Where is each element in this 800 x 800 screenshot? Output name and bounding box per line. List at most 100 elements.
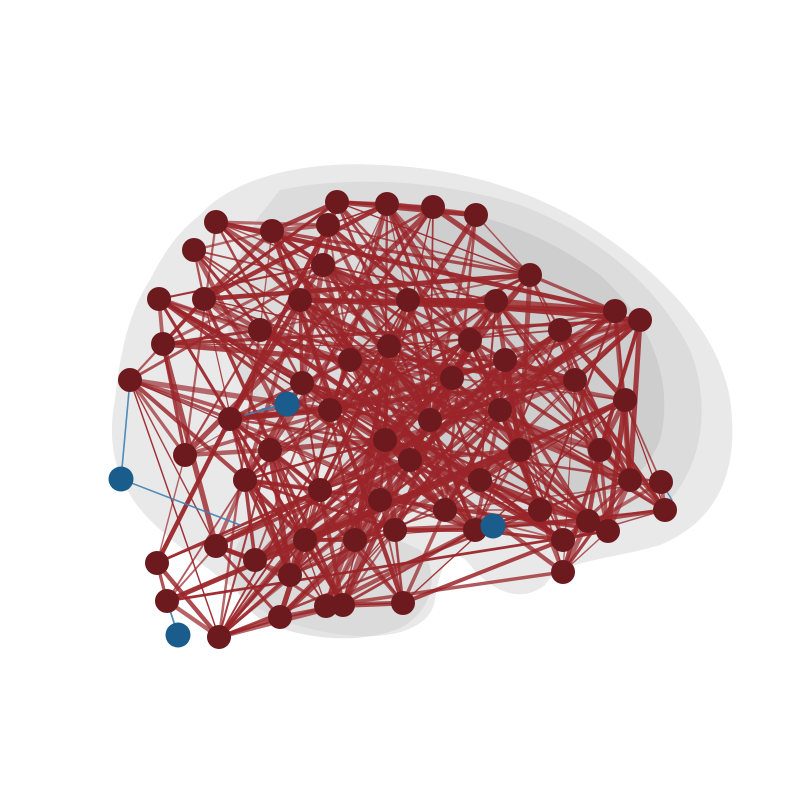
region-node bbox=[588, 438, 612, 462]
sparse-region-node bbox=[108, 466, 134, 492]
connection-edge bbox=[348, 358, 412, 462]
connection-edge bbox=[267, 437, 388, 453]
region-node bbox=[155, 589, 179, 613]
connection-edge bbox=[353, 538, 405, 605]
connection-edge bbox=[301, 382, 321, 491]
connection-edge bbox=[217, 538, 307, 639]
region-node bbox=[649, 470, 673, 494]
connection-edge bbox=[201, 272, 533, 302]
connection-edge bbox=[128, 378, 187, 457]
connection-edge bbox=[258, 328, 627, 402]
region-node bbox=[316, 213, 340, 237]
region-node bbox=[218, 407, 242, 431]
region-node bbox=[260, 219, 284, 243]
connection-edge bbox=[469, 339, 541, 511]
connection-edge bbox=[161, 263, 325, 346]
region-node bbox=[596, 519, 620, 543]
connection-edge bbox=[164, 447, 523, 604]
region-node bbox=[145, 551, 169, 575]
region-node bbox=[396, 288, 420, 312]
connection-edge bbox=[214, 544, 282, 619]
connection-edge bbox=[324, 570, 565, 608]
region-node bbox=[147, 287, 171, 311]
region-node bbox=[528, 498, 552, 522]
connection-edge bbox=[340, 497, 383, 608]
connection-edge bbox=[155, 488, 322, 565]
connection-edge bbox=[502, 357, 523, 453]
connection-edge bbox=[298, 298, 387, 442]
connection-edge bbox=[327, 224, 351, 361]
connection-edge bbox=[598, 448, 610, 533]
connection-edge bbox=[298, 298, 667, 512]
connection-edge bbox=[302, 537, 346, 608]
connection-edge bbox=[528, 273, 617, 313]
region-node bbox=[118, 368, 142, 392]
connection-edge bbox=[242, 477, 308, 543]
region-node bbox=[248, 318, 272, 342]
region-node bbox=[653, 498, 677, 522]
connection-edge bbox=[154, 560, 222, 640]
region-node bbox=[563, 368, 587, 392]
connection-edge bbox=[183, 328, 262, 457]
node-layer bbox=[108, 190, 677, 649]
region-node bbox=[173, 443, 197, 467]
connection-edge bbox=[299, 299, 351, 361]
connection-edge bbox=[585, 447, 603, 524]
connection-edge bbox=[227, 297, 303, 422]
region-node bbox=[433, 498, 457, 522]
connection-edge bbox=[165, 529, 610, 603]
connection-edge bbox=[156, 459, 411, 564]
region-node bbox=[278, 563, 302, 587]
connection-edge bbox=[218, 489, 321, 638]
connection-edge bbox=[214, 220, 302, 302]
connection-edge bbox=[213, 477, 248, 549]
connection-edge bbox=[430, 204, 533, 278]
connection-edge bbox=[217, 338, 472, 639]
region-node bbox=[288, 288, 312, 312]
sparse-region-node bbox=[480, 513, 506, 539]
connection-edge bbox=[393, 358, 507, 532]
connection-edge bbox=[243, 478, 610, 533]
connection-edge bbox=[156, 454, 186, 564]
region-node bbox=[418, 408, 442, 432]
region-node bbox=[314, 594, 338, 618]
connection-edge bbox=[427, 417, 478, 533]
region-node bbox=[613, 388, 637, 412]
region-node bbox=[377, 334, 401, 358]
region-node bbox=[293, 528, 317, 552]
region-node bbox=[343, 528, 367, 552]
connection-edge bbox=[475, 214, 531, 276]
connection-edge bbox=[243, 478, 292, 577]
connection-edge bbox=[127, 377, 248, 483]
connection-edge bbox=[277, 537, 358, 620]
region-node bbox=[311, 253, 335, 277]
connection-edge bbox=[557, 327, 628, 403]
region-node bbox=[440, 366, 464, 390]
connection-edge bbox=[215, 221, 324, 266]
region-node bbox=[204, 210, 228, 234]
connection-edge bbox=[192, 229, 274, 252]
connection-edge bbox=[442, 407, 503, 513]
region-node bbox=[548, 318, 572, 342]
connection-edge bbox=[407, 274, 531, 301]
region-node bbox=[204, 534, 228, 558]
connection-edge bbox=[561, 478, 632, 542]
connection-edge bbox=[327, 224, 531, 276]
connection-edge bbox=[217, 573, 292, 639]
connection-edge bbox=[624, 399, 662, 483]
connection-edge bbox=[401, 508, 447, 605]
connection-edge bbox=[347, 357, 388, 443]
connection-edge bbox=[429, 359, 506, 421]
region-node bbox=[518, 263, 542, 287]
connection-edge bbox=[202, 200, 339, 301]
region-node bbox=[383, 518, 407, 542]
connection-edge bbox=[269, 409, 331, 451]
connection-edge bbox=[242, 297, 303, 483]
connection-edge bbox=[494, 299, 577, 382]
connection-edge bbox=[243, 478, 257, 562]
region-node bbox=[338, 348, 362, 372]
region-node bbox=[331, 593, 355, 617]
connection-edge bbox=[259, 230, 273, 331]
connection-edge bbox=[352, 447, 523, 543]
